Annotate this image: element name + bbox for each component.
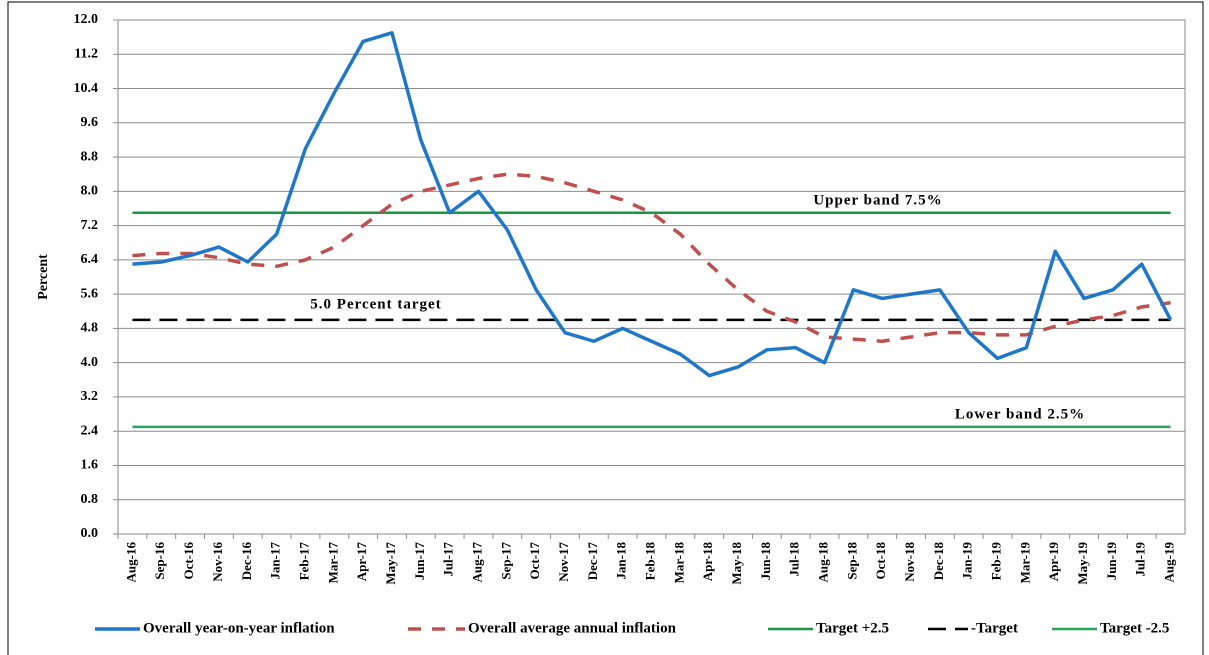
x-tick-label: Mar-19: [1017, 542, 1032, 584]
y-tick-label: 7.2: [81, 218, 99, 233]
legend-label: Target +2.5: [816, 620, 889, 636]
x-tick-label: Dec-18: [931, 542, 946, 581]
frame: [7, 1, 1204, 655]
x-tick-label: Feb-18: [642, 542, 657, 581]
x-tick-label: Jul-17: [441, 542, 456, 577]
y-tick-label: 0.8: [81, 492, 99, 507]
y-tick-label: 1.6: [81, 458, 99, 473]
series-line: [132, 172, 1171, 343]
x-tick-label: Apr-17: [354, 542, 369, 582]
x-tick-label: Oct-16: [181, 542, 196, 580]
legend-label: Overall average annual inflation: [468, 620, 677, 636]
x-tick-label: Aug-19: [1162, 542, 1177, 583]
x-tick-label: Jun-17: [412, 542, 427, 581]
x-tick-label: May-18: [729, 542, 744, 585]
y-tick-label: 3.2: [81, 389, 99, 404]
x-tick-label: Jul-19: [1133, 542, 1148, 577]
legend-label: Target -2.5: [1100, 620, 1169, 636]
x-tick-label: Jan-17: [268, 542, 283, 580]
y-tick-label: 8.0: [81, 184, 99, 199]
x-tick-label: Dec-17: [585, 542, 600, 581]
y-tick-label: 5.6: [81, 286, 99, 301]
x-tick-label: Aug-17: [469, 542, 484, 583]
x-tick-label: Nov-17: [556, 542, 571, 582]
x-tick-label: Jun-18: [758, 542, 773, 581]
x-tick-label: Aug-18: [816, 542, 831, 583]
y-tick-label: 4.8: [81, 321, 99, 336]
y-tick-label: 11.2: [74, 46, 98, 61]
annotation: 5.0 Percent target: [310, 296, 441, 312]
x-tick-label: Sep-18: [844, 542, 859, 580]
x-tick-label: Jan-19: [960, 542, 975, 580]
y-tick-label: 0.0: [81, 526, 99, 541]
x-tick-label: Nov-16: [210, 542, 225, 582]
annotation: Upper band 7.5%: [813, 192, 942, 208]
y-tick-label: 8.8: [81, 149, 99, 164]
x-tick-label: Dec-16: [239, 542, 254, 581]
x-tick-label: Mar-17: [325, 542, 340, 584]
x-tick-label: Sep-17: [498, 542, 513, 580]
legend-label: Overall year-on-year inflation: [143, 620, 335, 636]
x-tick-label: Aug-16: [123, 542, 138, 583]
x-tick-label: Apr-18: [700, 542, 715, 582]
x-tick-label: Oct-18: [873, 542, 888, 580]
x-tick-label: May-17: [383, 542, 398, 585]
x-tick-label: Nov-18: [902, 542, 917, 582]
x-tick-label: Feb-19: [989, 542, 1004, 581]
annotation: Lower band 2.5%: [955, 406, 1085, 422]
y-tick-label: 9.6: [81, 115, 99, 130]
x-tick-label: Sep-16: [152, 542, 167, 580]
y-tick-label: 12.0: [74, 12, 99, 27]
x-tick-label: Apr-19: [1046, 542, 1061, 582]
x-tick-label: Oct-17: [527, 542, 542, 580]
y-axis-label: Percent: [36, 254, 51, 300]
legend-label: -Target: [971, 620, 1018, 636]
y-tick-label: 4.0: [81, 355, 99, 370]
y-tick-label: 6.4: [81, 252, 99, 267]
x-tick-label: Jun-19: [1104, 542, 1119, 581]
y-tick-label: 10.4: [74, 81, 99, 96]
x-tick-label: Feb-17: [296, 542, 311, 581]
x-tick-label: Jul-18: [787, 542, 802, 577]
plot-area: [117, 19, 1186, 535]
series-line: [132, 31, 1173, 378]
x-tick-label: Jan-18: [614, 542, 629, 580]
y-tick-label: 2.4: [81, 423, 99, 438]
x-tick-label: May-19: [1075, 542, 1090, 585]
x-tick-label: Mar-18: [671, 542, 686, 584]
